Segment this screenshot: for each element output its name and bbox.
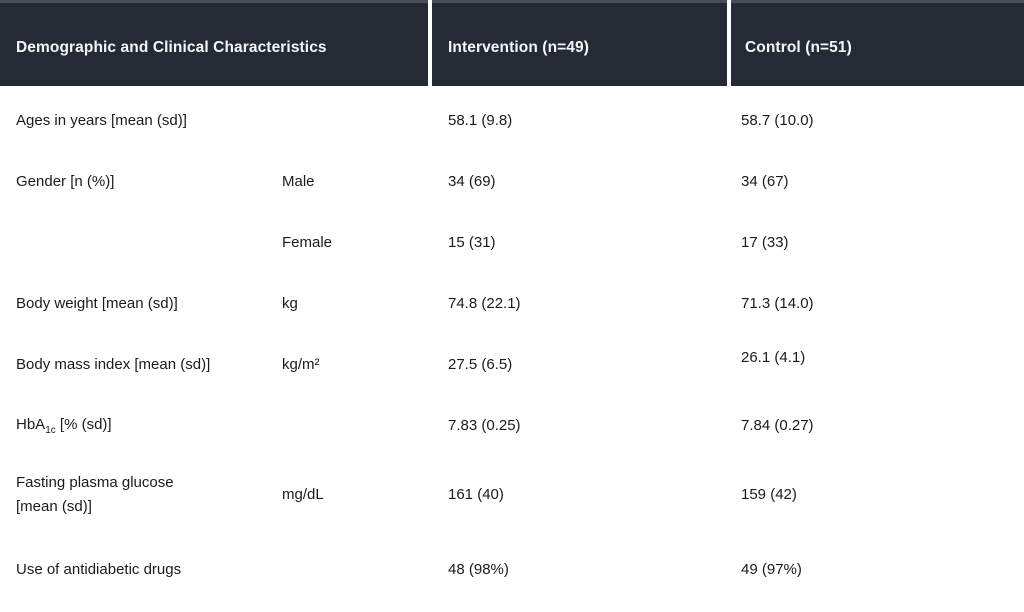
row-label: Use of antidiabetic drugs [16, 561, 182, 578]
intervention-value: 161 (40) [448, 486, 504, 503]
control-value: 17 (33) [741, 233, 789, 251]
label-line-2: [mean (sd)] [16, 498, 92, 515]
control-value: 7.84 (0.27) [741, 416, 814, 434]
header-cell-control: Control (n=51) [731, 0, 1024, 86]
intervention-value: 15 (31) [448, 233, 496, 251]
control-value: 71.3 (14.0) [741, 294, 814, 312]
table-row-antidiabetic-drugs: Use of antidiabetic drugs 48 (98%) 49 (9… [0, 534, 1024, 606]
control-value: 34 (67) [741, 172, 789, 190]
header-separator [428, 0, 432, 86]
intervention-value: 74.8 (22.1) [448, 294, 521, 312]
intervention-value: 48 (98%) [448, 561, 509, 578]
table-row-fasting-glucose: Fasting plasma glucose [mean (sd)] mg/dL… [0, 456, 1024, 534]
row-label: Body mass index [mean (sd)] [16, 355, 211, 373]
row-label: Gender [n (%)] [16, 172, 115, 190]
control-value: 159 (42) [741, 486, 797, 503]
row-sublabel: kg/m² [282, 355, 320, 373]
table-body: Ages in years [mean (sd)] 58.1 (9.8) 58.… [0, 86, 1024, 606]
row-label: HbA1c [% (sd)] [0, 413, 282, 439]
table-row-bmi: Body mass index [mean (sd)] kg/m² 27.5 (… [0, 334, 1024, 395]
table-row-hba1c: HbA1c [% (sd)] 7.83 (0.25) 7.84 (0.27) [0, 395, 1024, 456]
table-row-gender-female: Female 15 (31) 17 (33) [0, 212, 1024, 273]
row-label: Fasting plasma glucose [mean (sd)] [0, 471, 282, 519]
hba1c-subscript: 1c [45, 424, 56, 436]
row-label: Body weight [mean (sd)] [16, 294, 178, 312]
intervention-value: 58.1 (9.8) [448, 111, 513, 129]
header-cell-intervention: Intervention (n=49) [432, 0, 727, 86]
row-sublabel: mg/dL [282, 486, 324, 503]
row-label: Ages in years [mean (sd)] [16, 111, 187, 129]
label-line-1: Fasting plasma glucose [16, 474, 174, 491]
hba1c-prefix: HbA [16, 415, 46, 433]
table-row-body-weight: Body weight [mean (sd)] kg 74.8 (22.1) 7… [0, 273, 1024, 334]
intervention-value: 34 (69) [448, 172, 496, 190]
intervention-value: 7.83 (0.25) [448, 416, 521, 434]
table-row-ages: Ages in years [mean (sd)] 58.1 (9.8) 58.… [0, 90, 1024, 151]
table-row-gender-male: Gender [n (%)] Male 34 (69) 34 (67) [0, 151, 1024, 212]
control-value: 58.7 (10.0) [741, 111, 814, 129]
row-sublabel: Female [282, 233, 333, 251]
row-sublabel: Male [282, 172, 315, 190]
control-value: 49 (97%) [741, 561, 802, 578]
header-separator [727, 0, 731, 86]
control-value: 26.1 (4.1) [741, 348, 806, 366]
header-cell-characteristics: Demographic and Clinical Characteristics [0, 0, 428, 86]
hba1c-suffix: [% (sd)] [55, 415, 112, 433]
intervention-value: 27.5 (6.5) [448, 355, 513, 373]
row-sublabel: kg [282, 294, 298, 312]
table-header-row: Demographic and Clinical Characteristics… [0, 0, 1024, 86]
